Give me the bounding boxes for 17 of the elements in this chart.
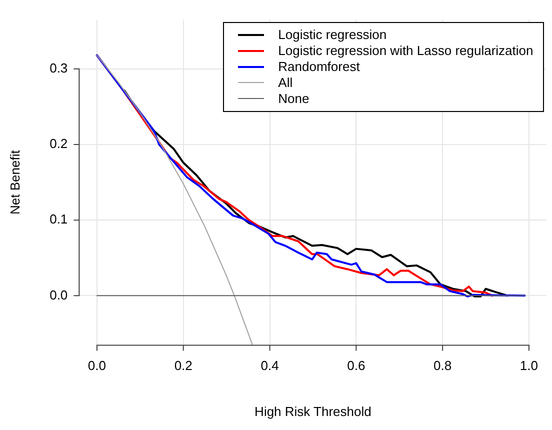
legend-label: Logistic regression <box>278 26 387 43</box>
legend-label: All <box>278 74 293 91</box>
x-tick-label: 0.8 <box>434 358 452 374</box>
legend-label: Logistic regression with Lasso regularization <box>278 42 534 59</box>
y-axis-title: Net Benefit <box>7 150 22 214</box>
x-tick-label: 0.0 <box>88 358 106 374</box>
y-tick-label: 0.3 <box>50 60 68 76</box>
y-tick-label: 0.2 <box>50 136 68 152</box>
x-axis-title: High Risk Threshold <box>254 404 372 419</box>
y-tick-label: 0.0 <box>50 287 68 302</box>
x-tick-label: 0.4 <box>260 358 279 374</box>
legend-label: Randomforest <box>278 58 360 75</box>
x-tick-label: 0.2 <box>174 358 192 374</box>
y-tick-label: 0.1 <box>50 212 68 227</box>
legend-label: None <box>278 90 310 107</box>
x-tick-label: 1.0 <box>520 358 538 374</box>
x-tick-label: 0.6 <box>347 358 366 374</box>
